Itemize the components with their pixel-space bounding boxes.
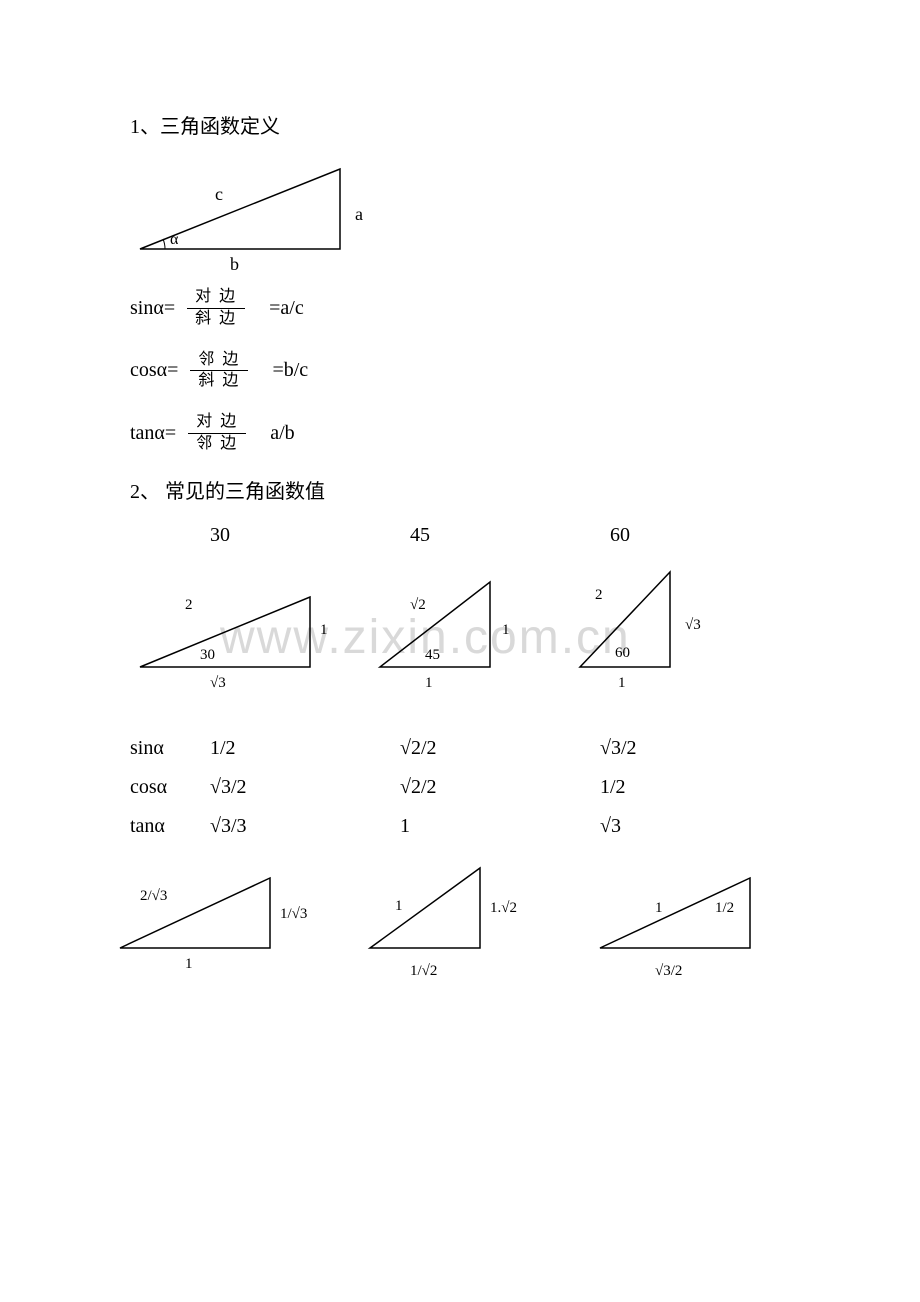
t2-1-adj: 1: [185, 956, 193, 973]
tan-ratio: a/b: [270, 422, 294, 445]
cos-ratio: =b/c: [272, 359, 308, 382]
sin-fraction: 对 边 斜 边: [187, 287, 245, 330]
angle-30: 30: [210, 524, 230, 547]
cos-values: cosα √3/2 √2/2 1/2: [130, 776, 790, 799]
tan-60: √3: [600, 815, 700, 838]
sin-bot: 斜 边: [187, 309, 245, 330]
definition-triangle: c a b α: [130, 149, 390, 279]
t45-adj: 1: [425, 675, 433, 692]
t45-hyp: √2: [410, 597, 426, 614]
tan-top: 对 边: [188, 412, 246, 434]
tan-name: tanα=: [130, 422, 176, 445]
sin-definition: sinα= 对 边 斜 边 =a/c: [130, 287, 790, 330]
label-c: c: [215, 184, 223, 205]
triangle-45: √2 1 1 45: [370, 567, 530, 707]
t30-opp: 1: [320, 622, 328, 639]
t2-1-opp: 1/√3: [280, 906, 307, 923]
triangle-30: 2 1 √3 30: [130, 567, 330, 707]
t60-hyp: 2: [595, 587, 603, 604]
t60-angle: 60: [615, 645, 630, 662]
sin-ratio: =a/c: [269, 297, 304, 320]
tan-bot: 邻 边: [188, 434, 246, 455]
cos-definition: cosα= 邻 边 斜 边 =b/c: [130, 350, 790, 393]
t30-angle: 30: [200, 647, 215, 664]
cos-fraction: 邻 边 斜 边: [190, 350, 248, 393]
heading-definitions: 1、三角函数定义: [130, 110, 790, 139]
label-b: b: [230, 254, 239, 275]
t2-3-hyp: 1: [655, 900, 663, 917]
label-a: a: [355, 204, 363, 225]
t60-opp: √3: [685, 617, 701, 634]
tan-45: 1: [400, 815, 600, 838]
t2-2-opp: 1.√2: [490, 900, 517, 917]
triangle2-2: 1 1.√2 1/√2: [350, 858, 550, 998]
t2-1-hyp: 2/√3: [140, 888, 167, 905]
t45-opp: 1: [502, 622, 510, 639]
t30-adj: √3: [210, 675, 226, 692]
tan-values: tanα √3/3 1 √3: [130, 815, 790, 838]
cos-45: √2/2: [400, 776, 600, 799]
heading-values: 2、 常见的三角函数值: [130, 475, 790, 504]
sin-values: sinα 1/2 √2/2 √3/2: [130, 737, 790, 760]
t2-2-adj: 1/√2: [410, 963, 437, 980]
sin-label: sinα: [130, 737, 210, 760]
tan-fraction: 对 边 邻 边: [188, 412, 246, 455]
sin-45: √2/2: [400, 737, 600, 760]
angle-45: 45: [410, 524, 430, 547]
t2-3-adj: √3/2: [655, 963, 682, 980]
triangles-row-2: 2/√3 1/√3 1 1 1.√2 1/√2 1 1/2 √3/2: [110, 858, 790, 998]
cos-top: 邻 边: [190, 350, 248, 372]
cos-30: √3/2: [210, 776, 400, 799]
tan-30: √3/3: [210, 815, 400, 838]
sin-top: 对 边: [187, 287, 245, 309]
triangles-row-1: 2 1 √3 30 √2 1 1 45 2 √3 1 60: [130, 567, 790, 707]
triangle-60: 2 √3 1 60: [570, 567, 740, 707]
cos-label: cosα: [130, 776, 210, 799]
cos-name: cosα=: [130, 359, 178, 382]
triangle2-1: 2/√3 1/√3 1: [110, 858, 310, 998]
t45-angle: 45: [425, 647, 440, 664]
tan-label: tanα: [130, 815, 210, 838]
angle-60: 60: [610, 524, 630, 547]
t60-adj: 1: [618, 675, 626, 692]
cos-60: 1/2: [600, 776, 700, 799]
t30-hyp: 2: [185, 597, 193, 614]
sin-60: √3/2: [600, 737, 700, 760]
angles-header: 30 45 60: [210, 524, 790, 547]
t2-2-hyp: 1: [395, 898, 403, 915]
tan-definition: tanα= 对 边 邻 边 a/b: [130, 412, 790, 455]
cos-bot: 斜 边: [190, 371, 248, 392]
label-alpha: α: [170, 231, 178, 249]
sin-30: 1/2: [210, 737, 400, 760]
triangle2-3: 1 1/2 √3/2: [590, 858, 790, 998]
sin-name: sinα=: [130, 297, 175, 320]
t2-3-opp: 1/2: [715, 900, 734, 917]
